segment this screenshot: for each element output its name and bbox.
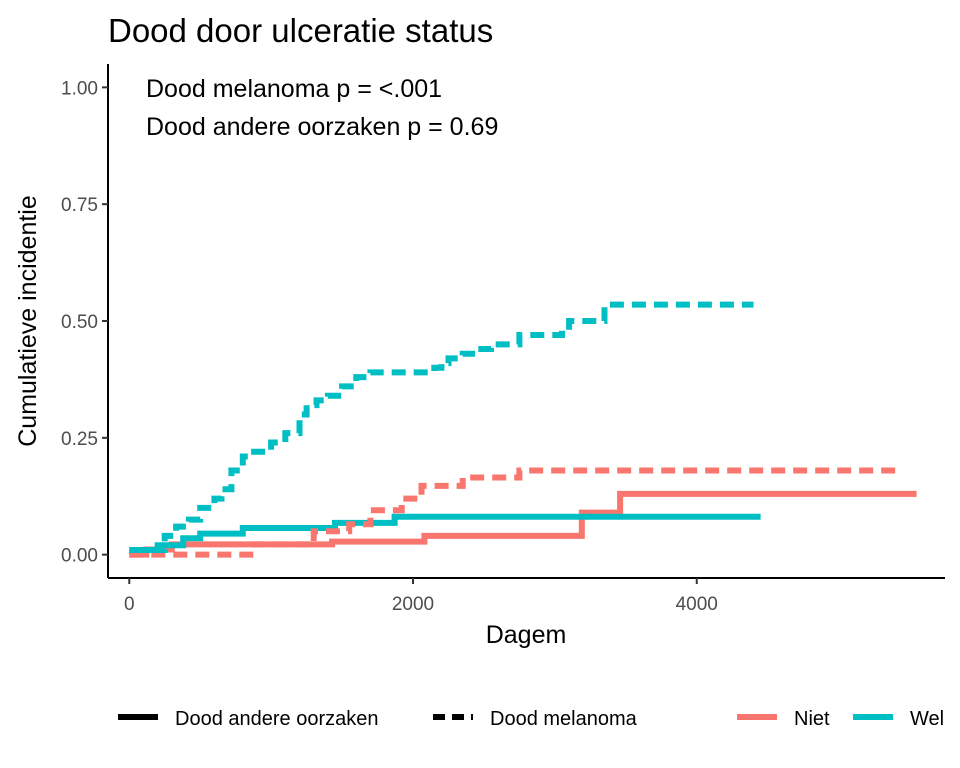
chart-title: Dood door ulceratie status	[108, 12, 493, 49]
series-layer	[129, 301, 917, 558]
x-tick-label: 2000	[392, 594, 434, 615]
legend-label-melanoma: Dood melanoma	[490, 708, 638, 730]
series-line-2	[129, 467, 903, 558]
legend: Dood andere oorzaken Dood melanoma Niet …	[118, 708, 944, 730]
legend-label-wel: Wel	[910, 708, 944, 730]
annotation-other-causes: Dood andere oorzaken p = 0.69	[146, 113, 498, 141]
x-axis-label: Dagem	[486, 621, 567, 649]
y-ticks: 0.00 0.25 0.50 0.75 1.00	[61, 78, 108, 567]
y-tick-label: 0.50	[61, 312, 98, 333]
x-tick-label: 0	[124, 594, 135, 615]
axes	[107, 64, 945, 579]
y-tick-label: 1.00	[61, 78, 98, 99]
x-ticks: 0 2000 4000	[124, 578, 718, 615]
y-tick-label: 0.75	[61, 195, 98, 216]
series-line-3	[129, 301, 754, 553]
series-line-1	[129, 513, 761, 553]
y-axis-label: Cumulatieve incidentie	[14, 195, 42, 447]
series-line-0	[129, 490, 917, 558]
legend-label-niet: Niet	[794, 708, 830, 730]
y-tick-label: 0.00	[61, 546, 98, 567]
legend-label-other-causes: Dood andere oorzaken	[175, 708, 378, 730]
x-tick-label: 4000	[676, 594, 718, 615]
y-tick-label: 0.25	[61, 429, 98, 450]
annotation-melanoma: Dood melanoma p = <.001	[146, 75, 442, 103]
